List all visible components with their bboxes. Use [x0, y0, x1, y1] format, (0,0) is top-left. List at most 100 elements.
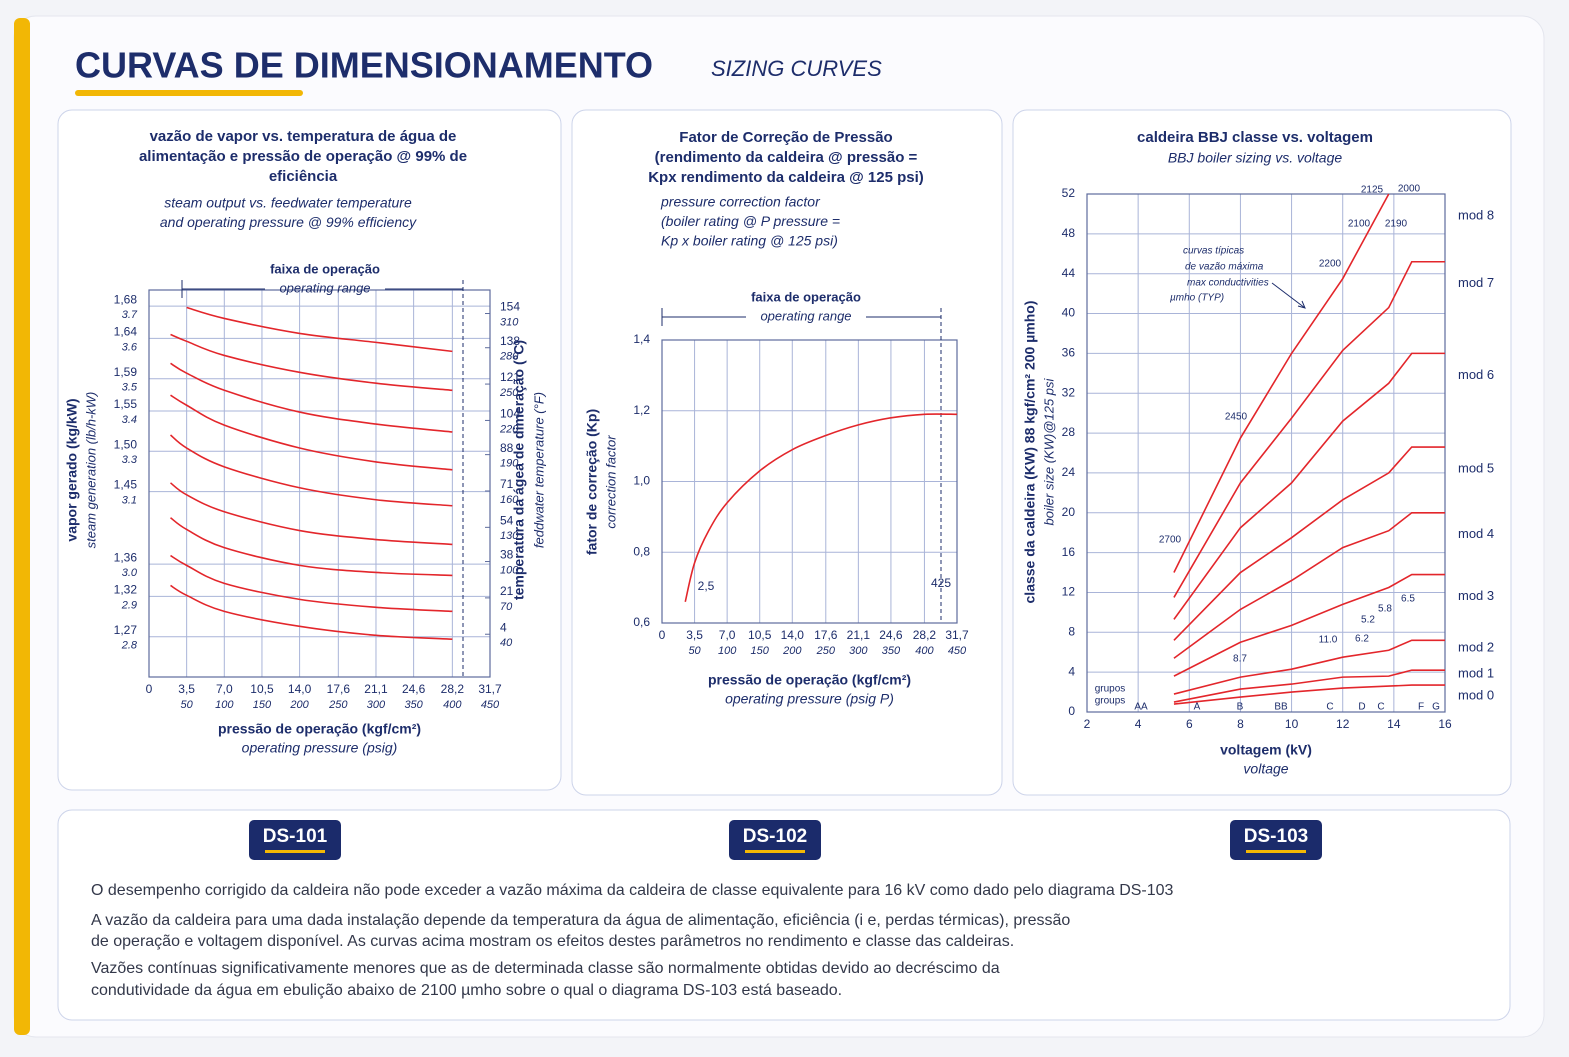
y2-tick-label: 38 — [500, 548, 514, 562]
code-underline — [1246, 850, 1306, 853]
y-tick-label-en: 3.0 — [122, 567, 138, 579]
x-axis-label: pressão de operação (kgf/cm²) — [218, 721, 421, 737]
notes-panel — [57, 809, 1511, 1021]
annotation: 6.2 — [1355, 634, 1369, 645]
y2-tick-label-en: 160 — [500, 494, 519, 506]
annotation: 2450 — [1225, 412, 1248, 423]
x-tick-label: 14 — [1387, 717, 1401, 731]
x-axis-label: voltagem (kV) — [1220, 742, 1312, 758]
series-label: mod 6 — [1458, 367, 1494, 382]
note-line: A vazão da caldeira para uma dada instal… — [91, 912, 1070, 929]
x-tick-label-en: 450 — [481, 699, 500, 711]
note-line: O desempenho corrigido da caldeira não p… — [91, 882, 1174, 899]
annotation: 8.7 — [1233, 654, 1247, 665]
annotation: B — [1237, 702, 1244, 713]
series-label: mod 5 — [1458, 460, 1494, 475]
series-label: mod 1 — [1458, 666, 1494, 681]
x-tick-label-en: 350 — [882, 645, 901, 657]
chart-title: caldeira BBJ classe vs. voltagem — [1137, 129, 1373, 146]
x-tick-label-en: 250 — [816, 645, 836, 657]
annotation: AA — [1134, 702, 1148, 713]
series-line — [1173, 352, 1445, 620]
x-tick-label: 31,7 — [478, 682, 502, 696]
annotation: F — [1418, 702, 1424, 713]
x-tick-label: 0 — [146, 682, 153, 696]
x-tick-label: 8 — [1237, 717, 1244, 731]
y2-tick-label-en: 70 — [500, 601, 513, 613]
annotation: BB — [1274, 702, 1288, 713]
panel — [1012, 109, 1512, 796]
y-tick-label: 0 — [1068, 704, 1075, 718]
x-tick-label-en: 100 — [215, 699, 234, 711]
range-label: faixa de operação — [751, 289, 861, 304]
chart-subtitle: steam output vs. feedwater temperature — [164, 195, 412, 211]
x-tick-label: 10,5 — [250, 682, 274, 696]
chart-subtitle: and operating pressure @ 99% efficiency — [160, 214, 417, 230]
y2-axis-label-en: feddwater temperature (°F) — [531, 392, 546, 548]
y-tick-label: 1,27 — [114, 623, 138, 637]
note-line: condutividade da água em ebulição abaixo… — [91, 982, 842, 999]
chart-title: eficiência — [269, 168, 338, 185]
y-tick-label-en: 3.3 — [122, 454, 138, 466]
annotation: C — [1377, 702, 1384, 713]
y-tick-label-en: 3.5 — [122, 382, 138, 394]
y-tick-label: 1,64 — [114, 325, 138, 339]
x-tick-label: 3,5 — [178, 682, 195, 696]
chart-title: alimentação e pressão de operação @ 99% … — [139, 148, 467, 165]
y-axis-label-en: correction factor — [603, 435, 618, 529]
code-underline — [745, 850, 805, 853]
x-tick-label-en: 200 — [289, 699, 309, 711]
y-tick-label: 1,50 — [114, 437, 138, 451]
x-tick-label: 16 — [1438, 717, 1452, 731]
series-line — [1173, 684, 1445, 705]
y-tick-label: 1,68 — [114, 292, 138, 306]
range-label: faixa de operação — [270, 261, 380, 276]
x-tick-label: 17,6 — [814, 628, 838, 642]
x-tick-label: 6 — [1186, 717, 1193, 731]
y-axis-label: vapor gerado (kg/kW) — [64, 398, 80, 541]
page-subtitle: SIZING CURVES — [711, 56, 882, 81]
y-tick-label: 1,55 — [114, 397, 138, 411]
y2-tick-label: 4 — [500, 620, 507, 634]
x-tick-label: 4 — [1135, 717, 1142, 731]
code-label: DS-101 — [263, 826, 328, 847]
y2-tick-label-en: 130 — [500, 530, 519, 542]
annotation: 2700 — [1159, 535, 1182, 546]
y2-tick-label: 88 — [500, 441, 514, 455]
series-line — [1173, 639, 1445, 695]
series-label: mod 8 — [1458, 207, 1494, 222]
y2-tick-label: 71 — [500, 477, 514, 491]
y-tick-label: 12 — [1062, 585, 1076, 599]
note-line: de operação e voltagem disponível. As cu… — [91, 933, 1014, 950]
range-label-en: operating range — [760, 308, 851, 323]
series-label: mod 4 — [1458, 526, 1494, 541]
x-tick-label: 24,6 — [879, 628, 903, 642]
annotation: 5.8 — [1378, 604, 1392, 615]
annotation: 2100 — [1348, 219, 1371, 230]
x-axis-label-en: operating pressure (psig) — [242, 740, 398, 756]
plot-frame — [661, 339, 958, 624]
y-tick-label: 36 — [1062, 346, 1076, 360]
x-tick-label-en: 450 — [948, 645, 967, 657]
x-tick-label-en: 300 — [849, 645, 868, 657]
x-tick-label: 17,6 — [327, 682, 351, 696]
chart-subtitle: Kp x boiler rating @ 125 psi) — [661, 233, 838, 249]
y-tick-label-en: 3.7 — [122, 309, 138, 321]
x-tick-label: 31,7 — [945, 628, 969, 642]
y-tick-label: 44 — [1062, 266, 1076, 280]
x-tick-label-en: 400 — [443, 699, 462, 711]
y-tick-label-en: 3.4 — [122, 414, 137, 426]
annotation: curvas típicas — [1183, 246, 1244, 257]
series-line — [1173, 573, 1445, 677]
x-tick-label-en: 400 — [915, 645, 934, 657]
x-tick-label-en: 150 — [253, 699, 272, 711]
annotation: 425 — [931, 576, 951, 590]
annotation: groups — [1095, 696, 1126, 707]
annotation: 2200 — [1319, 259, 1342, 270]
y2-tick-label-en: 310 — [500, 316, 519, 328]
series-label: mod 7 — [1458, 275, 1494, 290]
x-tick-label: 10,5 — [748, 628, 772, 642]
x-tick-label: 28,2 — [913, 628, 937, 642]
y-tick-label: 0,6 — [633, 615, 650, 629]
y-axis-label: fator de correção (Kp) — [584, 409, 600, 555]
